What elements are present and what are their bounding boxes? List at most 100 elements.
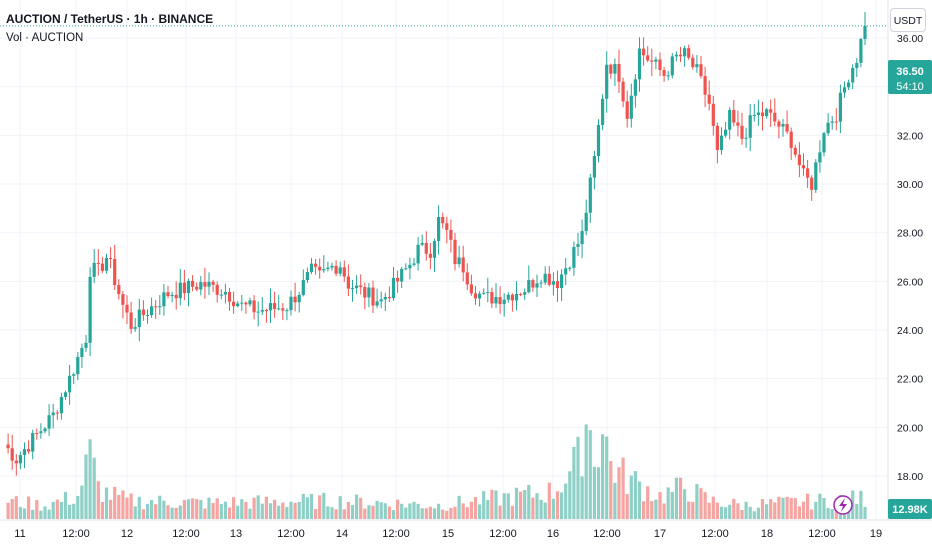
volume-bar [227,507,232,519]
time-tick-label: 12:00 [808,528,836,540]
candle-body [711,103,715,126]
volume-bar [560,492,564,519]
volume-bar [59,501,63,519]
volume-bar [129,493,133,519]
volume-bar [445,510,449,519]
volume-bar [244,501,248,519]
candle-body [818,152,822,163]
candle-body [744,137,748,139]
candle-body [72,374,76,376]
volume-bar [391,510,396,519]
candle-body [150,306,154,316]
volume-bar [182,500,186,519]
volume-bar [490,489,494,519]
candle-body [273,302,277,309]
candle-body [355,285,359,289]
candle-body [683,48,687,57]
candle-body [203,282,207,287]
candle-body [564,268,568,275]
volume-bar [699,488,703,519]
candle-body [756,112,760,115]
candle-body [252,300,256,313]
volume-bar [408,503,412,519]
candle-body [514,294,519,301]
volume-bar [588,430,592,519]
volume-bar [486,499,490,519]
volume-bar [416,503,420,519]
volume-bar [650,501,654,519]
currency-button[interactable]: USDT [890,8,926,32]
volume-bar [154,504,158,519]
time-tick-label: 12:00 [277,528,305,540]
volume-bar [629,475,633,519]
candle-body [416,244,420,264]
candle-body [535,283,539,288]
volume-bar [240,499,244,519]
volume-bar [781,497,785,519]
volume-bar [576,436,580,519]
candle-body [96,262,100,264]
volume-bar [855,503,859,519]
candle-body [482,292,486,294]
volume-bar [551,498,555,519]
candle-body [510,294,514,301]
candle-body [166,292,170,297]
candle-body [699,64,703,77]
volume-bar [707,502,711,519]
candle-body [670,56,674,76]
candle-body [609,64,613,74]
candle-body [765,109,769,117]
volume-bar [777,496,781,519]
candle-body [814,162,818,190]
volume-bar [174,507,178,519]
symbol-title[interactable]: AUCTION / TetherUS · 1h · BINANCE [6,12,214,26]
volume-bar [285,506,289,519]
volume-bar [10,499,14,519]
candle-body [601,98,605,125]
volume-bar [461,503,465,519]
candle-body [826,122,830,134]
price-tick-label: 20.00 [897,422,923,434]
candle-body [432,241,437,258]
candle-body [449,229,453,240]
volume-bar [80,485,84,519]
volume-bar [260,503,264,519]
volume-indicator-label[interactable]: Vol · AUCTION [6,32,84,44]
candle-body [478,293,482,299]
candle-body [568,267,572,269]
candle-body [453,239,457,265]
volume-bar [711,496,715,519]
price-tick-label: 18.00 [897,471,923,483]
candle-body [80,347,84,357]
candle-body [707,94,711,104]
candle-body [842,87,847,93]
volume-bar [642,501,646,519]
time-axis[interactable]: 11 12:00 12 12:00 13 12:00 14 12:00 15 12:00 16 12:… [0,519,932,540]
volume-bar [412,501,416,519]
volume-bar [359,497,363,519]
candle-body [88,276,92,343]
volume-bar [859,490,863,519]
volume-bar [236,505,240,519]
candle-body [830,121,834,123]
volume-bar [830,509,834,519]
candle-body [752,114,756,116]
candle-body [22,449,27,456]
volume-bar [519,491,523,519]
time-tick-label: 11 [14,528,25,540]
candle-body [236,303,240,307]
volume-bar [232,497,236,519]
candle-body [662,70,666,76]
volume-bar [256,495,260,519]
volume-bar [379,502,383,519]
volume-bar [420,508,424,519]
volume-bar [31,509,35,519]
candle-body [666,75,670,77]
volume-bar [273,499,277,519]
lightning-icon[interactable] [833,495,853,515]
volume-bar [191,498,195,519]
time-tick-label: 14 [336,528,348,540]
candle-body [113,259,117,286]
candle-body [678,54,683,57]
